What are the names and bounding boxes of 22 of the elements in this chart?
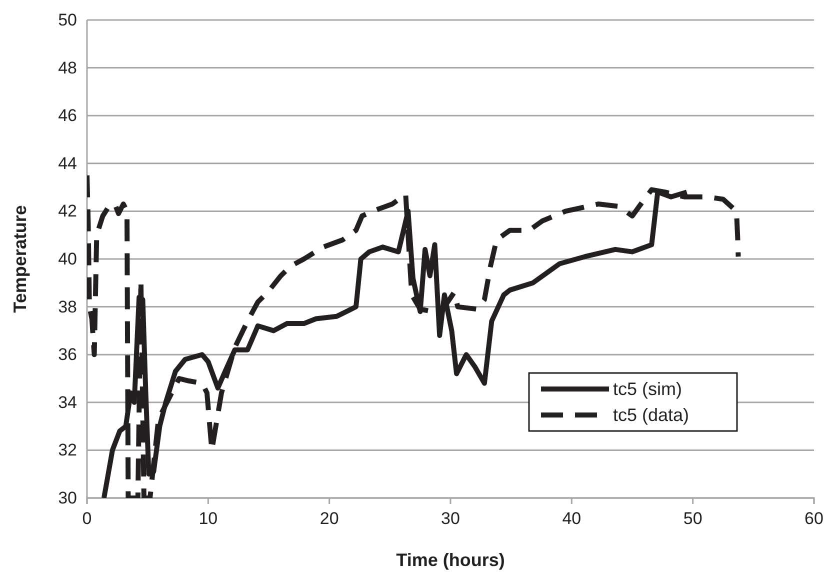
y-tick-label: 50 xyxy=(58,10,77,30)
x-tick-label: 10 xyxy=(198,509,218,528)
y-tick-label: 30 xyxy=(58,488,77,508)
y-tick-label: 32 xyxy=(58,440,77,460)
legend-label: tc5 (data) xyxy=(613,405,690,425)
x-tick-label: 30 xyxy=(441,509,460,528)
y-tick-label: 46 xyxy=(58,106,77,126)
y-tick-label: 36 xyxy=(58,345,77,364)
x-axis-title: Time (hours) xyxy=(396,550,505,570)
y-tick-label: 34 xyxy=(58,392,77,412)
legend-label: tc5 (sim) xyxy=(613,379,682,399)
y-tick-label: 40 xyxy=(58,249,77,268)
y-tick-label: 38 xyxy=(58,297,77,316)
x-tick-label: 50 xyxy=(683,509,702,528)
x-tick-label: 60 xyxy=(804,509,824,528)
y-tick-label: 44 xyxy=(58,154,77,173)
x-tick-label: 40 xyxy=(562,509,582,528)
x-tick-label: 20 xyxy=(320,509,339,528)
y-tick-label: 48 xyxy=(58,58,77,78)
y-tick-label: 42 xyxy=(58,202,77,221)
x-tick-label: 0 xyxy=(82,509,92,528)
y-axis-title: Temperature xyxy=(10,205,30,313)
